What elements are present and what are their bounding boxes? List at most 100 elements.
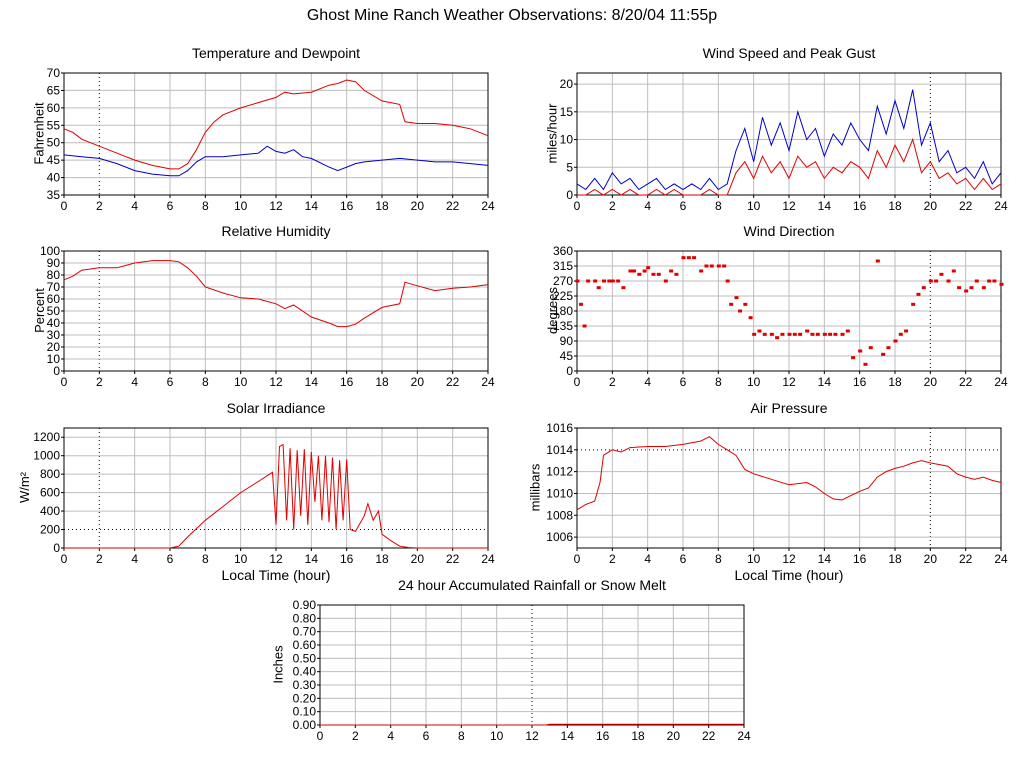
data-point <box>851 356 856 360</box>
x-tick-label: 18 <box>375 199 389 213</box>
x-axis-label: Local Time (hour) <box>221 567 331 583</box>
y-tick-label: 0.20 <box>293 691 317 705</box>
x-tick-label: 20 <box>924 375 938 389</box>
y-tick-label: 80 <box>47 268 61 282</box>
plot-frame <box>576 250 1002 372</box>
x-tick-label: 24 <box>994 552 1008 566</box>
y-tick-label: 1008 <box>546 508 573 522</box>
data-point <box>810 332 815 336</box>
y-tick-label: 60 <box>47 101 61 115</box>
data-point <box>709 264 714 268</box>
y-tick-label: 1000 <box>33 449 60 463</box>
plot-frame <box>63 427 489 549</box>
y-tick-label: 800 <box>40 467 60 481</box>
plot-frame <box>63 72 489 196</box>
data-point <box>911 302 916 306</box>
y-axis-label: degrees <box>544 287 560 334</box>
x-tick-label: 24 <box>994 199 1008 213</box>
x-tick-label: 10 <box>234 375 248 389</box>
data-point <box>586 279 591 283</box>
x-tick-label: 10 <box>747 552 761 566</box>
x-tick-label: 8 <box>202 552 209 566</box>
data-point <box>974 279 979 283</box>
data-point <box>642 269 647 273</box>
y-tick-label: 30 <box>47 328 61 342</box>
x-tick-label: 0 <box>61 552 68 566</box>
y-axis-label: millibars <box>527 463 543 512</box>
x-tick-label: 14 <box>818 375 832 389</box>
y-tick-label: 20 <box>560 77 574 91</box>
y-tick-label: 200 <box>40 523 60 537</box>
x-tick-label: 10 <box>234 199 248 213</box>
data-point <box>663 279 668 283</box>
x-tick-label: 14 <box>305 199 319 213</box>
data-point <box>805 329 810 333</box>
x-tick-label: 6 <box>167 375 174 389</box>
y-tick-label: 40 <box>47 316 61 330</box>
data-point <box>686 256 691 260</box>
x-tick-label: 22 <box>446 199 460 213</box>
data-point <box>787 332 792 336</box>
chart-title: Wind Speed and Peak Gust <box>702 45 876 61</box>
y-tick-label: 0 <box>566 188 573 202</box>
data-point <box>916 292 921 296</box>
data-point <box>792 332 797 336</box>
x-tick-label: 12 <box>269 199 283 213</box>
x-tick-label: 24 <box>481 552 495 566</box>
data-point <box>738 309 743 313</box>
data-point <box>881 352 886 356</box>
data-point <box>692 256 697 260</box>
x-tick-label: 20 <box>411 375 425 389</box>
x-tick-label: 14 <box>305 375 319 389</box>
data-point <box>939 272 944 276</box>
x-tick-label: 16 <box>340 375 354 389</box>
x-tick-label: 2 <box>609 199 616 213</box>
data-point <box>875 259 880 263</box>
y-tick-label: 0 <box>566 364 573 378</box>
y-tick-label: 90 <box>560 334 574 348</box>
y-tick-label: 1016 <box>546 421 573 435</box>
y-tick-label: 70 <box>47 280 61 294</box>
x-tick-label: 0 <box>574 199 581 213</box>
data-point <box>762 332 767 336</box>
chart-title: Wind Direction <box>743 223 835 239</box>
y-tick-label: 1010 <box>546 486 573 500</box>
x-tick-label: 4 <box>644 375 651 389</box>
x-tick-label: 0 <box>61 199 68 213</box>
x-tick-label: 20 <box>924 199 938 213</box>
data-point <box>898 332 903 336</box>
y-tick-label: 1012 <box>546 465 573 479</box>
data-point <box>610 279 615 283</box>
x-tick-label: 10 <box>747 199 761 213</box>
series-line-0 <box>576 89 1002 191</box>
y-axis-label: W/m² <box>16 471 32 504</box>
x-tick-label: 12 <box>782 375 796 389</box>
x-tick-label: 12 <box>782 552 796 566</box>
data-point <box>748 316 753 320</box>
x-tick-label: 22 <box>702 729 716 743</box>
x-tick-label: 0 <box>317 729 324 743</box>
x-tick-label: 14 <box>561 729 575 743</box>
data-point <box>743 302 748 306</box>
x-tick-label: 18 <box>888 552 902 566</box>
y-tick-label: 100 <box>40 244 60 258</box>
y-tick-label: 0.70 <box>293 625 317 639</box>
data-point <box>780 332 785 336</box>
chart-title: Temperature and Dewpoint <box>191 45 361 61</box>
x-tick-label: 8 <box>202 199 209 213</box>
x-tick-label: 12 <box>782 199 796 213</box>
y-tick-label: 20 <box>47 340 61 354</box>
y-tick-label: 0.00 <box>293 718 317 732</box>
x-tick-label: 2 <box>609 552 616 566</box>
y-tick-label: 35 <box>47 188 61 202</box>
data-point <box>725 279 730 283</box>
data-point <box>596 286 601 290</box>
y-tick-label: 0.10 <box>293 705 317 719</box>
x-tick-label: 0 <box>61 375 68 389</box>
x-tick-label: 16 <box>340 552 354 566</box>
data-point <box>893 339 898 343</box>
data-point <box>575 279 580 283</box>
